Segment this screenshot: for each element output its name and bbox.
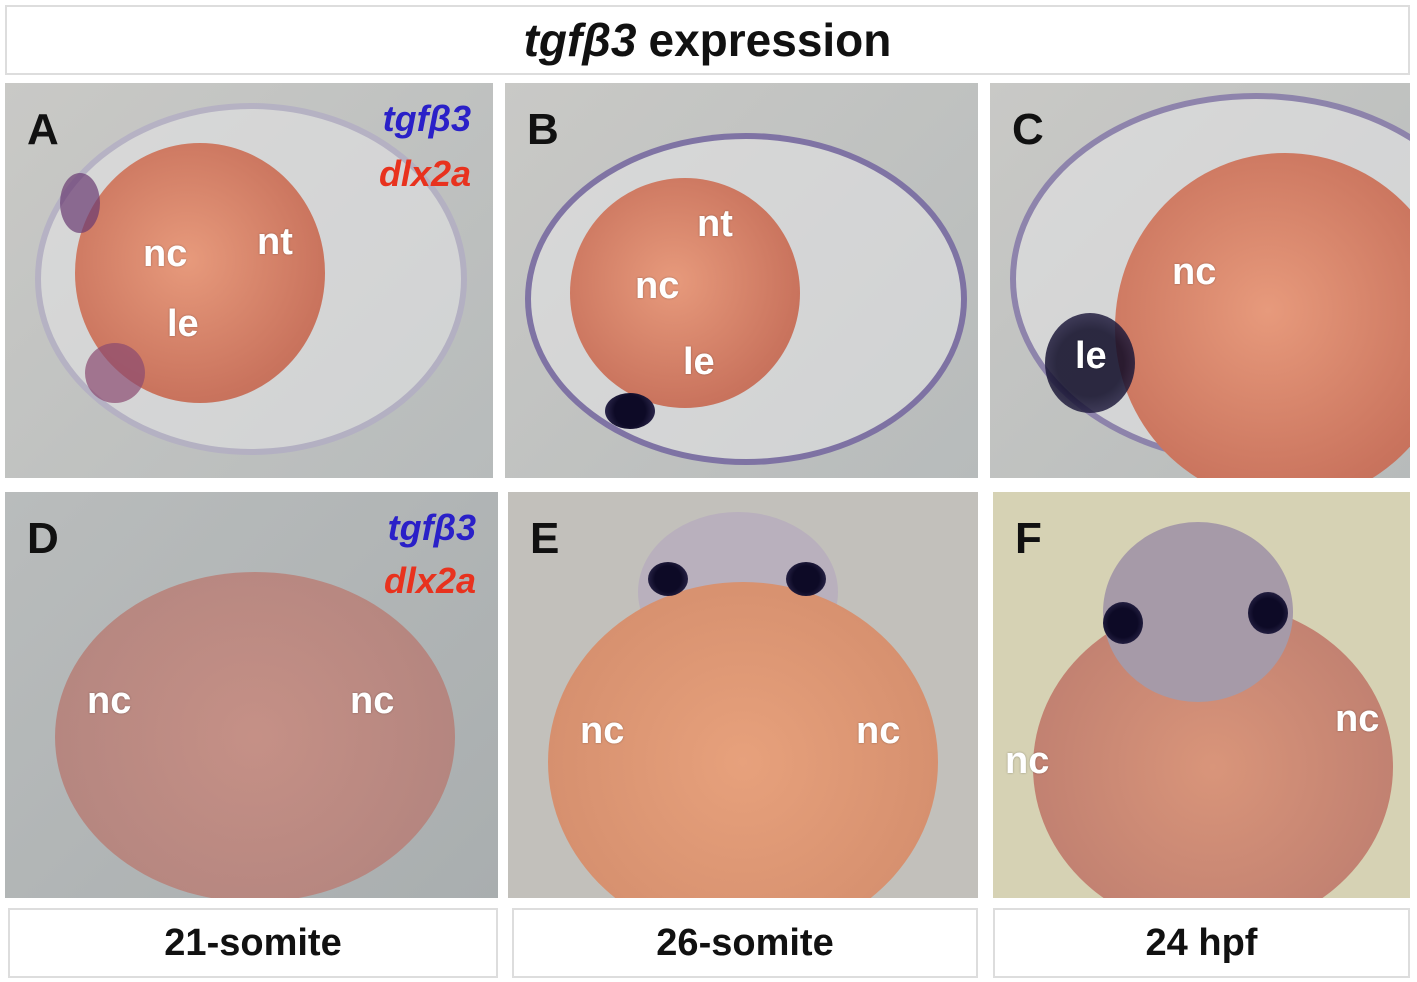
panel-letter: B [527,105,559,154]
label-le: le [1075,335,1107,377]
label-nc: nc [635,265,680,307]
label-nc: nc [580,710,625,752]
yolk [570,178,800,408]
label-nc: nc [1005,740,1050,782]
neural-crest-stain [60,173,100,233]
panel-b: B nt nc le [505,83,978,478]
figure-title: tgfβ3 expression [5,5,1410,75]
legend-probe2: dlx2a [378,153,471,194]
eye [1045,313,1135,413]
panel-e: E nc nc [508,492,978,898]
legend-probe1: tgfβ3 [382,98,471,139]
legend-probe1: tgfβ3 [387,507,476,548]
panel-letter: E [530,514,560,563]
panel-c: C nc le [990,83,1410,478]
gene-name: tgfβ3 [523,14,637,66]
label-nc: nc [87,680,132,722]
eye [605,393,655,429]
title-text: expression [648,14,892,66]
label-nc: nc [856,710,901,752]
yolk [548,582,938,898]
stage-label: 26-somite [512,908,978,978]
yolk [1115,153,1410,478]
label-nt: nt [257,221,293,263]
eye [1248,592,1288,634]
eye [1103,602,1143,644]
label-nc: nc [350,680,395,722]
panel-f: F nc nc [993,492,1410,898]
panel-letter: F [1015,514,1042,563]
eye [786,562,826,596]
label-nc: nc [143,233,188,275]
eye [648,562,688,596]
yolk [55,572,455,898]
panel-letter: A [27,105,59,154]
legend-probe2: dlx2a [383,560,476,601]
label-le: le [683,341,715,383]
label-le: le [167,303,199,345]
stage-label: 21-somite [8,908,498,978]
label-nc: nc [1335,698,1380,740]
panel-d: D tgfβ3 dlx2a nc nc [5,492,498,898]
lens-stain [85,343,145,403]
panel-a: A tgfβ3 dlx2a nc nt le [5,83,493,478]
label-nt: nt [697,203,733,245]
stage-label: 24 hpf [993,908,1410,978]
panel-letter: D [27,514,59,563]
panel-letter: C [1012,105,1044,154]
label-nc: nc [1172,251,1217,293]
